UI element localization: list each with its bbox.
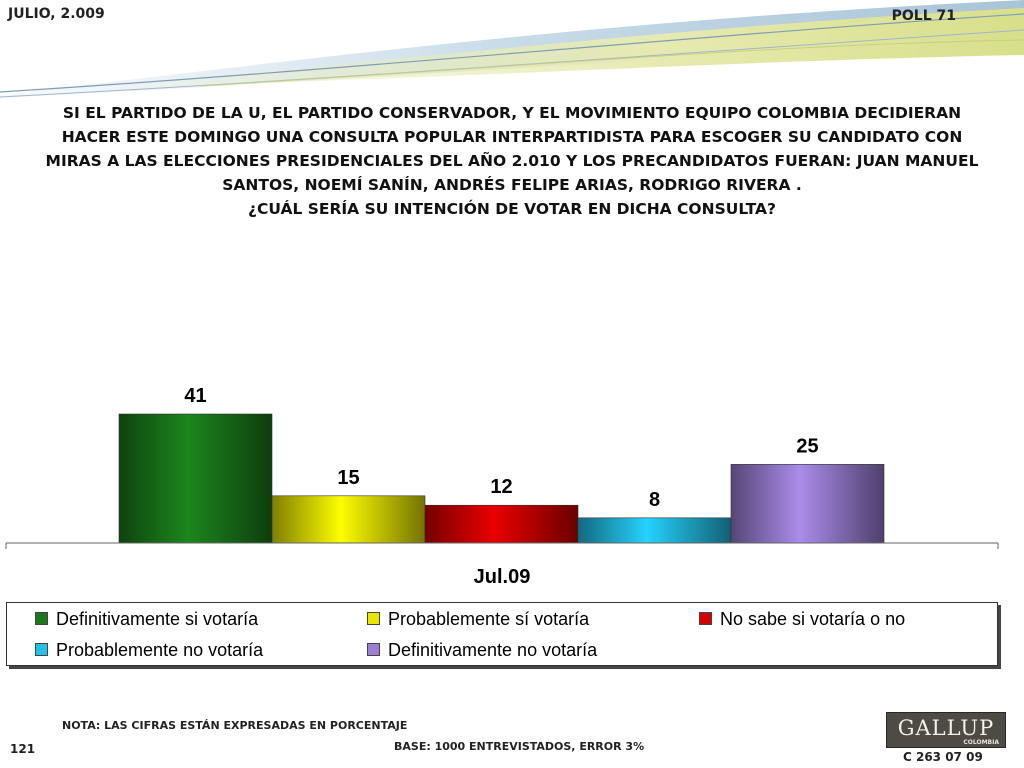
bar-3 [424,504,579,544]
bar-chart: 41 15 12 8 25 Jul.09 [5,385,999,588]
legend-item: No sabe si votaría o no [699,609,905,630]
bar-4 [577,517,732,544]
report-date: JULIO, 2.009 [8,6,105,22]
chart-bars: 41 15 12 8 25 [118,385,885,544]
poll-number: POLL 71 [891,8,956,24]
question-line: ¿CUÁL SERÍA SU INTENCIÓN DE VOTAR EN DIC… [247,200,776,218]
header-swoosh-decoration [0,0,1024,98]
bar-value-label: 8 [649,489,660,511]
question-line: SI EL PARTIDO DE LA U, EL PARTIDO CONSER… [62,104,962,122]
legend-swatch [699,612,712,625]
bar-5 [730,464,885,544]
legend-label: No sabe si votaría o no [720,609,906,629]
legend-label: Definitivamente no votaría [388,640,598,660]
bar-2 [271,495,426,544]
question-text: SI EL PARTIDO DE LA U, EL PARTIDO CONSER… [20,101,1004,221]
footnote: NOTA: LAS CIFRAS ESTÁN EXPRESADAS EN POR… [62,719,408,732]
bar-value-label: 15 [337,467,359,489]
question-line: MIRAS A LAS ELECCIONES PRESIDENCIALES DE… [45,152,979,170]
x-category-label: Jul.09 [474,566,531,588]
legend-swatch [35,643,48,656]
question-line: HACER ESTE DOMINGO UNA CONSULTA POPULAR … [61,128,963,146]
logo-subtext: COLOMBIA [963,739,999,746]
question-line: SANTOS, NOEMÍ SANÍN, ANDRÉS FELIPE ARIAS… [222,176,802,194]
sample-base: BASE: 1000 ENTREVISTADOS, ERROR 3% [394,740,645,753]
legend-swatch [35,612,48,625]
bar-value-label: 12 [490,476,512,498]
gallup-logo: GALLUP COLOMBIA [886,712,1006,748]
document-code: C 263 07 09 [903,750,983,764]
legend-item: Definitivamente si votaría [35,609,258,630]
legend-item: Probablemente no votaría [35,640,263,661]
legend-item: Definitivamente no votaría [367,640,597,661]
legend-label: Probablemente sí votaría [388,609,590,629]
legend-label: Definitivamente si votaría [56,609,259,629]
bar-value-label: 41 [184,385,206,407]
chart-legend: Definitivamente si votaría Probablemente… [6,602,998,666]
page-number: 121 [10,742,36,756]
legend-swatch [367,612,380,625]
legend-swatch [367,643,380,656]
logo-text: GALLUP [897,716,995,740]
legend-label: Probablemente no votaría [56,640,264,660]
bar-1 [118,413,273,544]
legend-item: Probablemente sí votaría [367,609,589,630]
bar-value-label: 25 [796,435,818,457]
